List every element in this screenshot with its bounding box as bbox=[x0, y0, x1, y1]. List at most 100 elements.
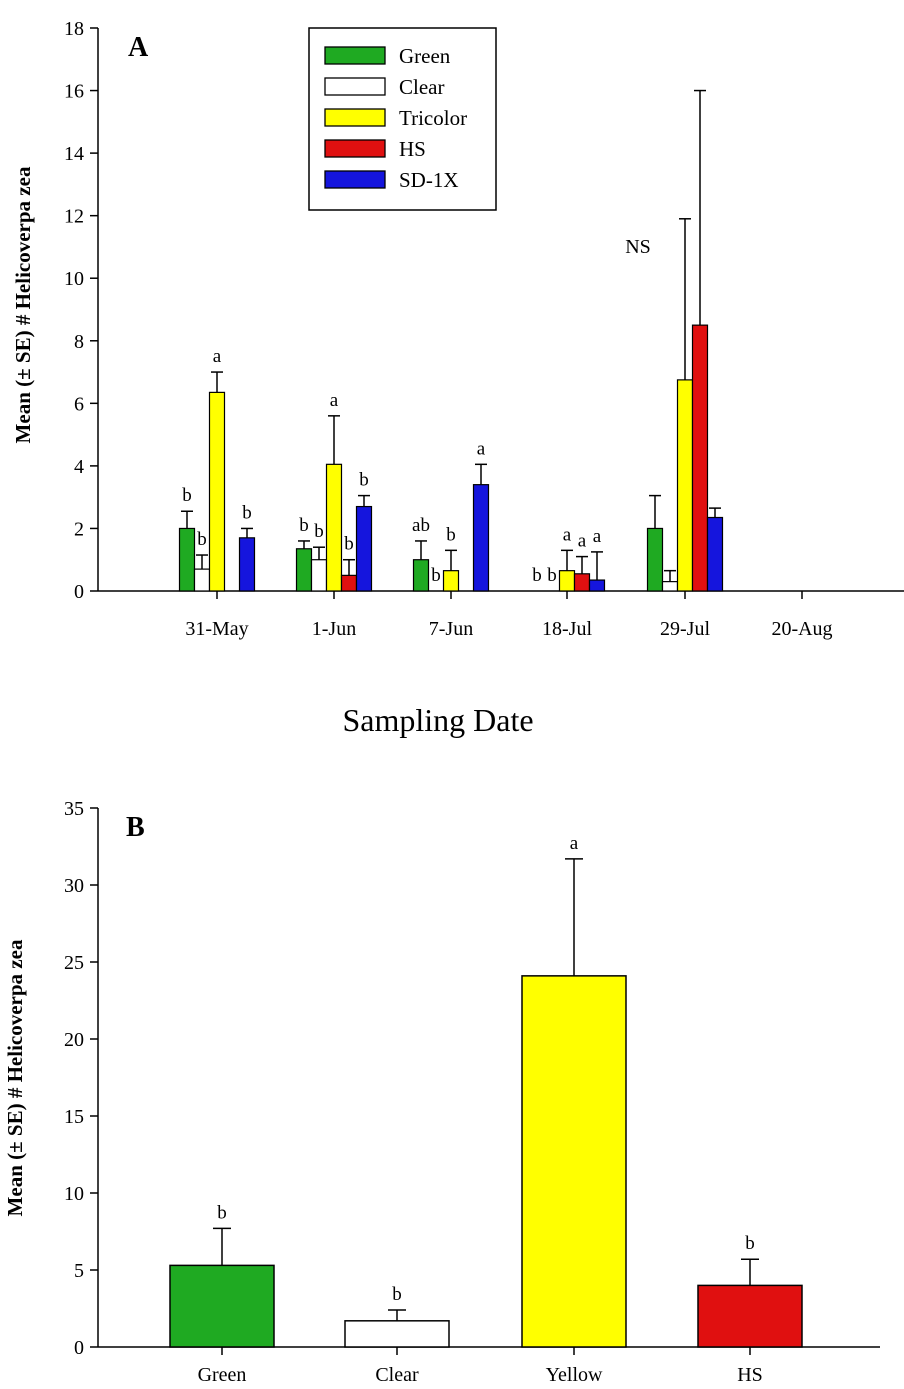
panel-a-y-axis-title-text: Mean (± SE) # Helicoverpa zea bbox=[11, 166, 35, 443]
panel-a-x-tick-label: 7-Jun bbox=[429, 618, 473, 640]
panel-b-y-tick-label: 25 bbox=[64, 952, 84, 974]
legend-swatch-clear bbox=[324, 77, 386, 96]
bar-green-1-jun bbox=[295, 548, 313, 592]
significance-letter: b bbox=[446, 524, 456, 545]
legend-label-clear: Clear bbox=[399, 75, 444, 99]
bar-clear bbox=[344, 1320, 450, 1348]
significance-letter: b bbox=[197, 529, 207, 550]
bar-hs bbox=[697, 1284, 803, 1348]
legend-label-sd-1x: SD-1X bbox=[399, 168, 459, 192]
significance-letter: b bbox=[547, 565, 557, 586]
significance-letter: b bbox=[392, 1284, 402, 1305]
significance-letter: a bbox=[477, 438, 486, 459]
panel-b-label: B bbox=[126, 812, 145, 843]
panel-b-x-tick-label: HS bbox=[737, 1364, 763, 1386]
panel-a-bars bbox=[178, 89, 724, 592]
significance-letter: ab bbox=[412, 515, 430, 536]
panel-a-x-tick-label: 29-Jul bbox=[660, 618, 710, 640]
legend-swatch-sd-1x bbox=[324, 170, 386, 189]
panel-b-axes: 0 5 10 15 20 25 30 35 Green Clear Yellow HS bbox=[64, 798, 880, 1386]
bar-hs-29-jul bbox=[691, 324, 709, 592]
panel-b-y-tick-label: 35 bbox=[64, 798, 84, 820]
panel-b-x-tick-label: Clear bbox=[375, 1364, 419, 1386]
panel-a-x-tick-label: 31-May bbox=[185, 618, 248, 640]
bar-tricolor-29-jul bbox=[676, 379, 694, 592]
bar-hs-1-jun bbox=[340, 574, 358, 592]
significance-letter: b bbox=[182, 485, 192, 506]
panel-b-x-tick-label: Yellow bbox=[546, 1364, 603, 1386]
bar-tricolor-1-jun bbox=[325, 463, 343, 592]
significance-letter: a bbox=[593, 526, 602, 547]
significance-letter: a bbox=[570, 833, 579, 854]
significance-letter: a bbox=[578, 531, 587, 552]
legend-swatch-hs bbox=[324, 139, 386, 158]
panel-a-ns-annotation: NS bbox=[625, 236, 651, 258]
panel-a-x-tick-label: 18-Jul bbox=[542, 618, 592, 640]
bar-sd-1x-18-jul bbox=[588, 579, 606, 592]
panel-a-y-tick-label: 0 bbox=[74, 581, 84, 603]
significance-letter: b bbox=[344, 534, 354, 555]
panel-a-legend: Green Clear Tricolor HS SD-1X bbox=[308, 27, 497, 211]
panel-a-y-tick-label: 18 bbox=[64, 18, 84, 40]
bar-clear-1-jun bbox=[310, 559, 328, 592]
bar-yellow bbox=[521, 975, 627, 1348]
panel-b-y-tick-label: 30 bbox=[64, 875, 84, 897]
significance-letter: b bbox=[299, 515, 309, 536]
panel-b-bars: b b a b bbox=[169, 833, 803, 1348]
panel-a-x-tick-label: 20-Aug bbox=[771, 618, 832, 640]
panel-b-y-tick-label: 10 bbox=[64, 1183, 84, 1205]
significance-letter: b bbox=[242, 502, 252, 523]
bar-clear-29-jul bbox=[661, 581, 679, 592]
panel-b-y-tick-label: 15 bbox=[64, 1106, 84, 1128]
bar-tricolor-7-jun bbox=[442, 570, 460, 592]
panel-a-label: A bbox=[128, 32, 149, 63]
panel-b-y-axis-title-text: Mean (± SE) # Helicoverpa zea bbox=[3, 939, 27, 1216]
panel-a-y-tick-label: 2 bbox=[74, 518, 84, 540]
panel-a-chart: A Mean (± SE) # Helicoverpa zea Sampling… bbox=[11, 18, 904, 738]
legend-label-hs: HS bbox=[399, 137, 426, 161]
significance-letter: b bbox=[314, 521, 324, 542]
legend-swatch-tricolor bbox=[324, 108, 386, 127]
bar-sd-1x-29-jul bbox=[706, 516, 724, 592]
panel-a-y-tick-label: 4 bbox=[74, 456, 84, 478]
significance-letter: b bbox=[532, 565, 542, 586]
panel-b-chart: B Mean (± SE) # Helicoverpa zea 0 5 10 15 20… bbox=[3, 798, 880, 1386]
bar-sd-1x-1-jun bbox=[355, 505, 373, 592]
panel-a-y-tick-label: 6 bbox=[74, 393, 84, 415]
significance-letter: b bbox=[359, 470, 369, 491]
bar-sd-1x-7-jun bbox=[472, 484, 490, 592]
bar-tricolor-18-jul bbox=[558, 570, 576, 592]
panel-b-y-axis-title: Mean (± SE) # Helicoverpa zea bbox=[3, 939, 27, 1216]
panel-a-x-axis-title: Sampling Date bbox=[342, 702, 533, 738]
bar-hs-18-jul bbox=[573, 573, 591, 592]
legend-label-tricolor: Tricolor bbox=[399, 106, 467, 130]
bar-tricolor-31-may bbox=[208, 391, 226, 592]
significance-letter: b bbox=[217, 1202, 227, 1223]
panel-b-x-tick-label: Green bbox=[198, 1364, 247, 1386]
bar-green-7-jun bbox=[412, 559, 430, 592]
panel-a-y-tick-label: 10 bbox=[64, 268, 84, 290]
panel-a-x-tick-label: 1-Jun bbox=[312, 618, 356, 640]
panel-b-y-tick-label: 20 bbox=[64, 1029, 84, 1051]
significance-letter: b bbox=[431, 565, 441, 586]
significance-letter: a bbox=[330, 390, 339, 411]
legend-label-green: Green bbox=[399, 44, 451, 68]
panel-a-axes: 0 2 4 6 8 10 12 14 16 18 31-May 1-Jun 7-Jun 18-Jul 29-… bbox=[64, 18, 904, 640]
panel-b-y-tick-label: 5 bbox=[74, 1260, 84, 1282]
panel-a-y-axis-title: Mean (± SE) # Helicoverpa zea bbox=[11, 166, 35, 443]
bar-clear-31-may bbox=[193, 568, 211, 592]
bar-green bbox=[169, 1264, 275, 1348]
bar-green-29-jul bbox=[646, 527, 664, 592]
panel-b-y-tick-label: 0 bbox=[74, 1337, 84, 1359]
legend-swatch-green bbox=[324, 46, 386, 65]
significance-letter: a bbox=[563, 524, 572, 545]
bar-sd-1x-31-may bbox=[238, 537, 256, 592]
panel-a-y-tick-label: 16 bbox=[64, 81, 84, 103]
bar-green-31-may bbox=[178, 527, 196, 592]
panel-a-y-tick-label: 12 bbox=[64, 206, 84, 228]
panel-a-y-tick-label: 8 bbox=[74, 331, 84, 353]
panel-a-y-tick-label: 14 bbox=[64, 143, 84, 165]
significance-letter: a bbox=[213, 346, 222, 367]
